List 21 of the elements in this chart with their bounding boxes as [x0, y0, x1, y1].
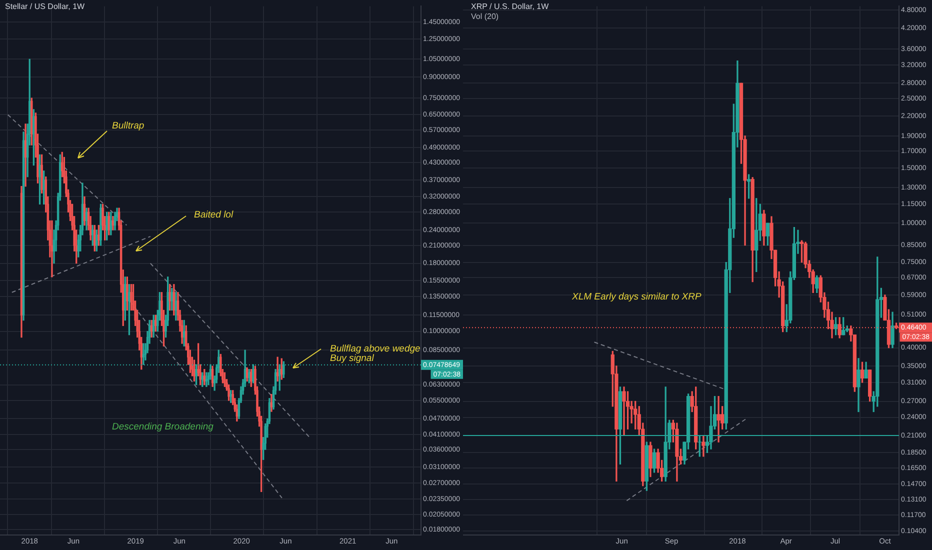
candlestick — [716, 396, 720, 442]
candlestick — [276, 356, 279, 382]
chart-title: Stellar / US Dollar, 1W — [5, 2, 85, 11]
candlestick — [100, 204, 102, 246]
chart-title: XRP / U.S. Dollar, 1W — [471, 2, 549, 11]
candlestick — [130, 284, 132, 311]
candlestick — [193, 360, 196, 382]
candlestick — [96, 230, 98, 252]
candlestick — [98, 224, 100, 246]
candlestick — [205, 372, 208, 387]
annotation: XLM Early days similar to XRP — [571, 292, 702, 303]
candlestick — [622, 386, 626, 436]
candlestick — [224, 372, 226, 387]
annotation: Bullflag above wedge Buy signal — [330, 344, 420, 364]
annotation: Baited lol — [194, 210, 234, 221]
candlestick — [50, 220, 54, 278]
candlestick — [40, 154, 43, 194]
annotation: Descending Broadening — [112, 422, 214, 433]
candlestick — [128, 284, 130, 336]
text: Vol (20) — [471, 12, 499, 21]
annotation: Bulltrap — [112, 120, 144, 132]
